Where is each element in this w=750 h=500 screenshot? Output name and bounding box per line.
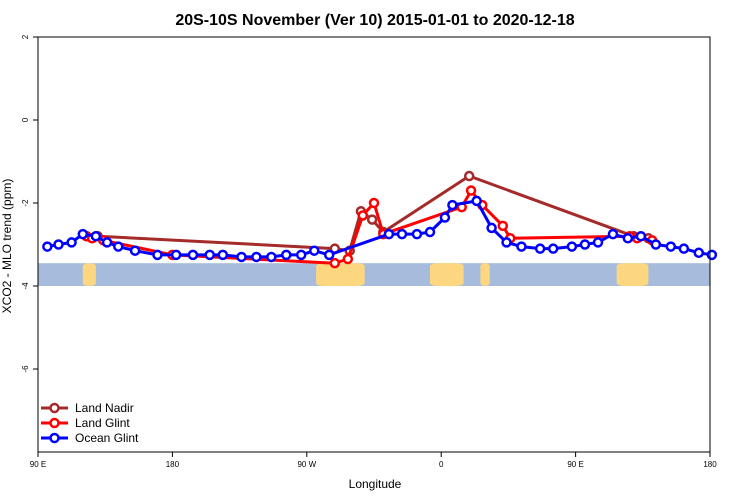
data-point [486, 222, 497, 234]
data-point [266, 251, 277, 263]
data-point [217, 249, 229, 261]
data-point [439, 212, 451, 223]
x-tick-label: 90 E [567, 460, 583, 469]
legend-item: Ocean Glint [41, 431, 139, 445]
x-axis-label: Longitude [349, 477, 402, 491]
data-point [281, 249, 292, 261]
land-segment [480, 263, 490, 286]
data-point [113, 241, 124, 252]
y-tick-label: -4 [21, 282, 30, 290]
legend-swatch-marker [49, 432, 60, 444]
data-point [547, 243, 559, 254]
data-point [497, 220, 509, 232]
data-point [53, 239, 64, 250]
data-point [411, 228, 423, 240]
data-point [329, 257, 341, 269]
x-axis: 90 E 180 90 W 0 90 E 180 [30, 452, 717, 469]
land-segment [616, 263, 649, 286]
y-tick-label: -2 [21, 199, 30, 207]
data-point [152, 249, 163, 261]
y-axis-label: XCO2 - MLO trend (ppm) [0, 179, 14, 314]
data-point [607, 228, 619, 240]
data-point [66, 237, 77, 248]
data-point [396, 228, 408, 240]
land-segment [316, 263, 365, 286]
ocean-band [38, 263, 710, 286]
y-tick-label: 0 [21, 117, 30, 122]
data-point [295, 249, 307, 261]
legend-label: Ocean Glint [75, 431, 139, 445]
y-tick-label: 2 [21, 34, 30, 39]
data-point [204, 249, 215, 261]
x-tick-label: 180 [166, 460, 180, 469]
x-tick-label: 180 [703, 460, 717, 469]
x-tick-label: 90 E [30, 460, 46, 469]
legend-swatch-marker [49, 417, 60, 429]
data-point [187, 249, 199, 261]
series-ocean-glint [42, 195, 718, 263]
y-tick-label: -6 [21, 365, 30, 373]
data-point [706, 249, 718, 261]
chart-title: 20S-10S November (Ver 10) 2015-01-01 to … [175, 12, 574, 29]
series-layer [42, 170, 718, 269]
legend-item: Land Glint [41, 416, 130, 430]
data-point [592, 237, 604, 248]
legend-label: Land Glint [75, 416, 130, 430]
data-point [77, 228, 89, 240]
data-point [101, 237, 113, 248]
data-point [309, 245, 320, 256]
data-point [693, 247, 705, 259]
data-point [368, 197, 380, 209]
data-point [342, 253, 354, 265]
data-point [447, 199, 458, 211]
data-point [516, 241, 527, 252]
data-point [424, 226, 436, 238]
y-axis: 2 0 -2 -4 -6 [21, 34, 38, 373]
data-point [236, 251, 247, 263]
data-point [42, 241, 53, 252]
data-point [323, 249, 335, 261]
data-point [170, 249, 182, 261]
x-tick-label: 90 W [297, 460, 316, 469]
legend-item: Land Nadir [41, 401, 134, 415]
data-point [357, 210, 369, 221]
land-ocean-band [38, 263, 710, 286]
data-point [471, 195, 482, 207]
land-segment [430, 263, 464, 286]
land-segment [82, 263, 96, 286]
data-point [465, 185, 477, 196]
data-point [534, 243, 546, 254]
data-point [678, 243, 690, 254]
data-point [635, 230, 647, 242]
data-point [463, 170, 475, 182]
legend-label: Land Nadir [75, 401, 134, 415]
data-point [579, 239, 591, 250]
x-tick-label: 0 [439, 460, 444, 469]
data-point [622, 233, 634, 244]
data-point [90, 230, 102, 242]
data-point [251, 251, 262, 263]
data-point [129, 245, 141, 256]
data-point [501, 237, 512, 248]
data-point [383, 228, 395, 240]
data-point [566, 241, 578, 252]
data-point [665, 241, 677, 252]
data-point [366, 214, 378, 225]
legend-swatch-marker [49, 402, 60, 414]
data-point [650, 239, 662, 250]
plot-frame [37, 36, 711, 453]
